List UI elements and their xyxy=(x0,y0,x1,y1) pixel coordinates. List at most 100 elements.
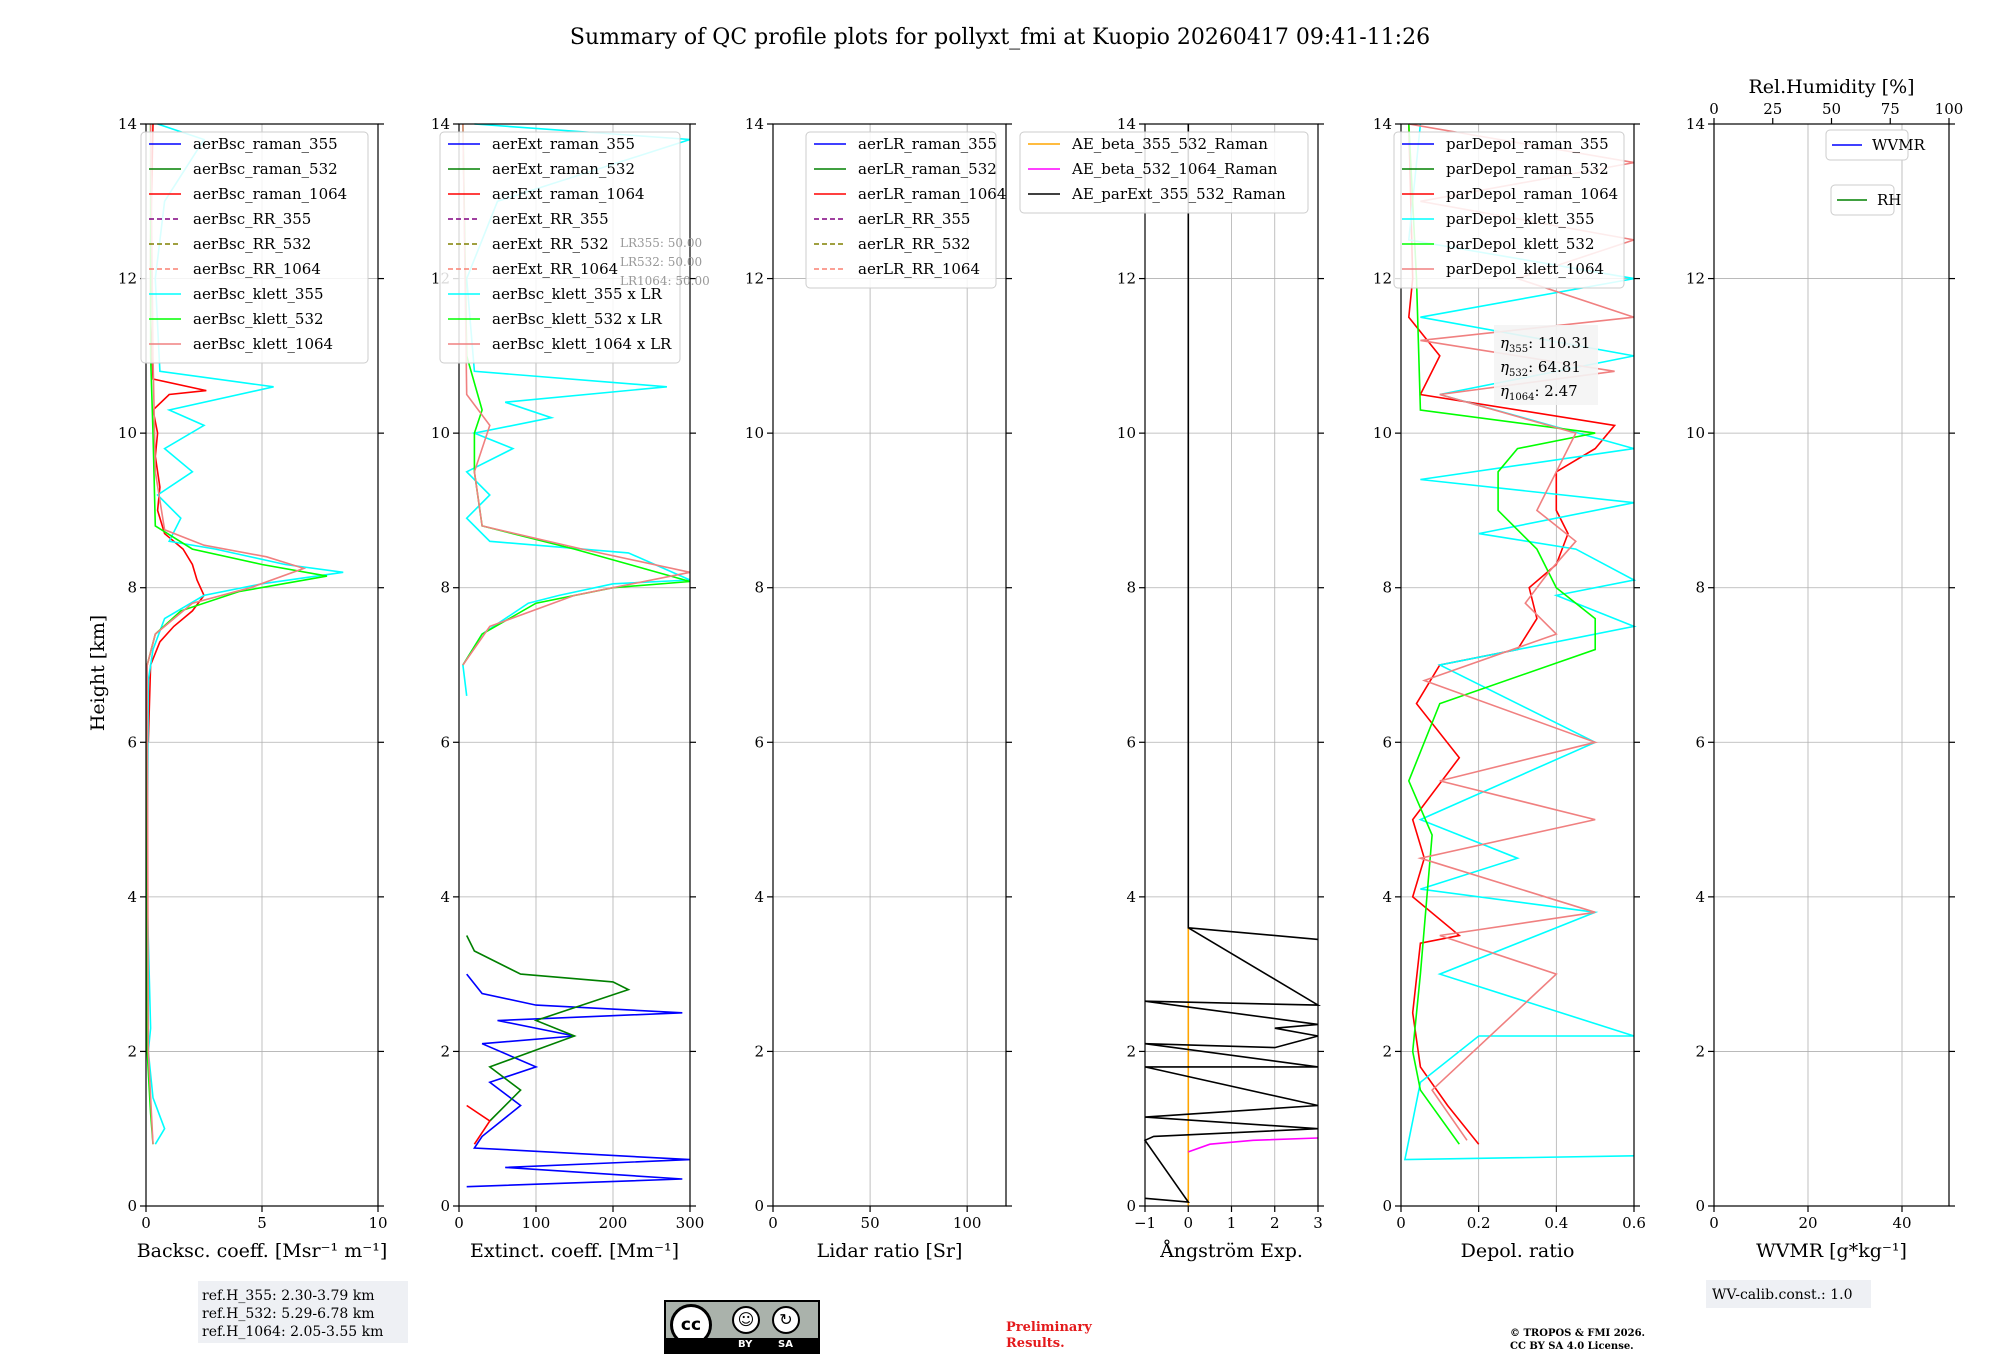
legend-entry: aerBsc_klett_1064 x LR xyxy=(492,335,672,353)
legend-box xyxy=(805,131,997,289)
y-tick-label: 6 xyxy=(1126,733,1136,751)
rh-tick-label: 100 xyxy=(1935,100,1964,118)
series-line-aerbsc-klett-532 xyxy=(146,124,328,1145)
y-tick-label: 6 xyxy=(1382,733,1392,751)
series-line-ae-parext-355-532-raman xyxy=(1143,124,1322,1204)
rh-tick-label: 50 xyxy=(1822,100,1841,118)
ref-height-532: ref.H_532: 5.29-6.78 km xyxy=(202,1306,375,1322)
legend-entry: aerExt_raman_355 xyxy=(492,135,635,153)
y-tick-label: 14 xyxy=(745,115,764,133)
y-tick-label: 6 xyxy=(127,733,137,751)
legend-entry: aerExt_raman_532 xyxy=(492,160,635,178)
x-axis-label: Backsc. coeff. [Msr⁻¹ m⁻¹] xyxy=(137,1240,388,1262)
ref-height-355: ref.H_355: 2.30-3.79 km xyxy=(202,1288,375,1304)
axes-frame xyxy=(772,123,1007,1207)
y-tick-label: 10 xyxy=(431,424,450,442)
y-tick-label: 4 xyxy=(1382,888,1392,906)
eta-box xyxy=(1494,325,1598,405)
legend-entry: aerLR_RR_355 xyxy=(858,210,970,228)
panel-3: 0 2 4 6 8 10 12 14 0 50 100 Lidar ratio [Sr] aerLR_r… xyxy=(745,115,1012,1262)
copyright-line-1: © TROPOS & FMI 2026. xyxy=(1510,1328,1645,1339)
preliminary-line-1: Preliminary xyxy=(1006,1320,1092,1335)
y-tick-label: 10 xyxy=(118,424,137,442)
y-tick-label: 4 xyxy=(1126,888,1136,906)
cc-sa-label: SA xyxy=(778,1339,793,1350)
y-tick-label: 14 xyxy=(431,115,450,133)
y-tick-label: 4 xyxy=(1695,888,1705,906)
y-tick-label: 12 xyxy=(745,270,764,288)
legend-entry: parDepol_klett_532 xyxy=(1446,235,1595,253)
x-axis-label: Depol. ratio xyxy=(1461,1240,1575,1262)
legend-entry: aerExt_RR_355 xyxy=(492,210,609,228)
x-axis-label: Lidar ratio [Sr] xyxy=(817,1240,963,1262)
legend-entry: aerBsc_RR_532 xyxy=(193,235,311,253)
y-tick-label: 12 xyxy=(1686,270,1705,288)
series-line-aerbsc-raman-1064 xyxy=(147,123,207,743)
y-tick-label: 6 xyxy=(1695,733,1705,751)
rh-tick-label: 75 xyxy=(1881,100,1900,118)
axes-frame xyxy=(458,123,691,1207)
rh-tick-label: 25 xyxy=(1763,100,1782,118)
y-tick-label: 12 xyxy=(118,270,137,288)
legend-entry: aerLR_RR_1064 xyxy=(858,260,980,278)
x-tick-label: 3 xyxy=(1313,1214,1323,1232)
x-tick-label: 100 xyxy=(953,1214,982,1232)
y-tick-label: 2 xyxy=(754,1042,764,1060)
y-tick-label: 14 xyxy=(1686,115,1705,133)
y-tick-label: 10 xyxy=(1117,424,1136,442)
y-tick-label: 0 xyxy=(127,1197,137,1215)
ref-height-1064: ref.H_1064: 2.05-3.55 km xyxy=(202,1324,383,1340)
x-tick-label: 5 xyxy=(257,1214,267,1232)
y-tick-label: 8 xyxy=(1695,579,1705,597)
figure-title: Summary of QC profile plots for pollyxt_… xyxy=(570,25,1430,50)
legend-box xyxy=(140,131,369,364)
legend-entry: RH xyxy=(1877,191,1901,209)
lr-annotation: LR1064: 50.00 xyxy=(620,274,710,288)
legend-entry: aerBsc_klett_1064 xyxy=(193,335,333,353)
legend-box xyxy=(439,131,681,364)
y-tick-label: 0 xyxy=(754,1197,764,1215)
legend-entry: parDepol_raman_532 xyxy=(1446,160,1609,178)
series-line-aerext-raman-1064 xyxy=(466,1104,491,1145)
x-tick-label: 300 xyxy=(676,1214,705,1232)
y-tick-label: 14 xyxy=(1117,115,1136,133)
y-tick-label: 4 xyxy=(754,888,764,906)
y-tick-label: 2 xyxy=(1695,1042,1705,1060)
legend-entry: aerBsc_klett_532 x LR xyxy=(492,310,663,328)
y-tick-label: 10 xyxy=(745,424,764,442)
legend-entry: AE_beta_355_532_Raman xyxy=(1071,135,1268,153)
series-line-aerbsc-klett-1064-x-lr xyxy=(462,123,691,666)
preliminary-line-2: Results. xyxy=(1006,1336,1065,1351)
x-tick-label: 20 xyxy=(1798,1214,1817,1232)
y-tick-label: 14 xyxy=(1373,115,1392,133)
legend-entry: aerBsc_klett_355 x LR xyxy=(492,285,663,303)
y-tick-label: 8 xyxy=(754,579,764,597)
panel-5: 0 2 4 6 8 10 12 14 0 0.2 0.4 0.6 Depol. ratio parDepo… xyxy=(1373,115,1646,1262)
y-tick-label: 10 xyxy=(1686,424,1705,442)
legend-entry: AE_beta_532_1064_Raman xyxy=(1071,160,1278,178)
legend-entry: parDepol_raman_355 xyxy=(1446,135,1609,153)
y-tick-label: 2 xyxy=(127,1042,137,1060)
copyright-line-2: CC BY SA 4.0 License. xyxy=(1510,1341,1634,1352)
x-tick-label: 10 xyxy=(368,1214,387,1232)
axes-frame xyxy=(1713,123,1950,1207)
x-tick-label: 0 xyxy=(454,1214,464,1232)
legend-entry: aerExt_RR_1064 xyxy=(492,260,618,278)
axes-frame xyxy=(1400,123,1635,1207)
sa-share-icon: ↻ xyxy=(772,1306,800,1334)
x-tick-label: 40 xyxy=(1892,1214,1911,1232)
y-tick-label: 0 xyxy=(1126,1197,1136,1215)
series-line-pardepol-raman-1064 xyxy=(1407,123,1617,1145)
x-tick-label: 100 xyxy=(522,1214,551,1232)
y-tick-label: 4 xyxy=(440,888,450,906)
x-tick-label: 200 xyxy=(599,1214,628,1232)
legend-entry: aerLR_raman_1064 xyxy=(858,185,1006,203)
x-tick-label: 1 xyxy=(1227,1214,1237,1232)
x-tick-label: 0 xyxy=(1396,1214,1406,1232)
y-tick-label: 6 xyxy=(440,733,450,751)
legend-entry: aerBsc_raman_1064 xyxy=(193,185,347,203)
rh-tick-label: 0 xyxy=(1709,100,1719,118)
